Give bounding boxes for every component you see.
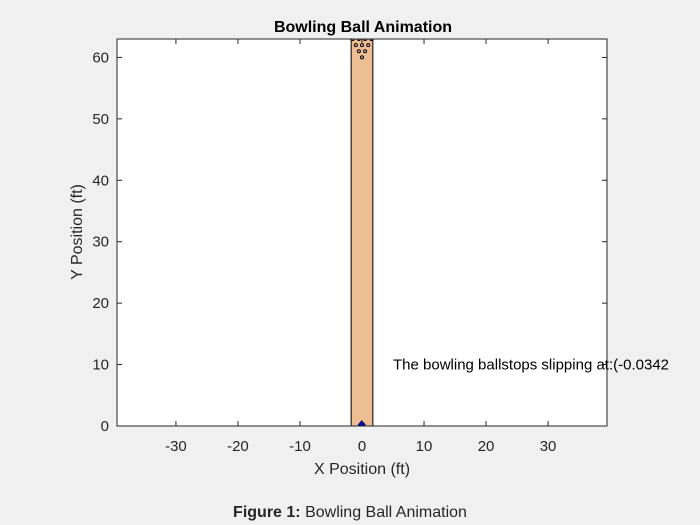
plot-frame <box>116 38 608 427</box>
bowling-pin-1 <box>360 55 364 60</box>
y-tick-label: 50 <box>92 111 109 128</box>
x-tick-label: 10 <box>416 438 433 455</box>
figure-window: Bowling Ball Animation -30 -20 -10 0 10 20 30 0… <box>69 19 670 478</box>
y-tick-label: 20 <box>92 295 109 312</box>
bowling-pin-3 <box>363 49 368 54</box>
chart: Bowling Ball Animation -30 -20 -10 0 10 20 30 0… <box>69 19 669 478</box>
y-tick-label: 0 <box>101 418 109 435</box>
plot-marks <box>350 39 374 426</box>
y-tick-label: 40 <box>92 172 109 189</box>
chart-title: Bowling Ball Animation <box>274 19 452 36</box>
bowling-pin-8 <box>356 39 361 41</box>
caption-text: Bowling Ball Animation <box>305 504 467 521</box>
x-tick-label: -30 <box>165 438 187 455</box>
y-axis-label: Y Position (ft) <box>69 184 86 280</box>
y-tick-label: 60 <box>92 49 109 66</box>
y-tick-label: 30 <box>92 234 109 251</box>
annotation-text: The bowling ballstops slipping at:(-0.03… <box>393 357 669 374</box>
x-tick-label: 20 <box>478 438 495 455</box>
ticks-layer: -30 -20 -10 0 10 20 30 0 10 20 30 40 50 60 <box>92 39 607 455</box>
bowling-pin-9 <box>363 39 368 41</box>
y-tick-label: 10 <box>92 357 109 374</box>
bowling-lane <box>350 39 374 426</box>
x-tick-label: 30 <box>540 438 557 455</box>
bowling-pin-7 <box>350 39 355 41</box>
bowling-pin-4 <box>353 43 358 48</box>
bowling-pin-10 <box>369 39 374 41</box>
x-tick-label: -10 <box>289 438 311 455</box>
caption-label: Figure 1: <box>233 504 301 521</box>
x-tick-label: 0 <box>358 438 366 455</box>
bowling-pin-2 <box>356 49 361 54</box>
bowling-pin-6 <box>366 43 371 48</box>
figure-caption: Figure 1: Bowling Ball Animation <box>0 504 700 522</box>
x-axis-label: X Position (ft) <box>314 461 410 478</box>
x-tick-label: -20 <box>227 438 249 455</box>
